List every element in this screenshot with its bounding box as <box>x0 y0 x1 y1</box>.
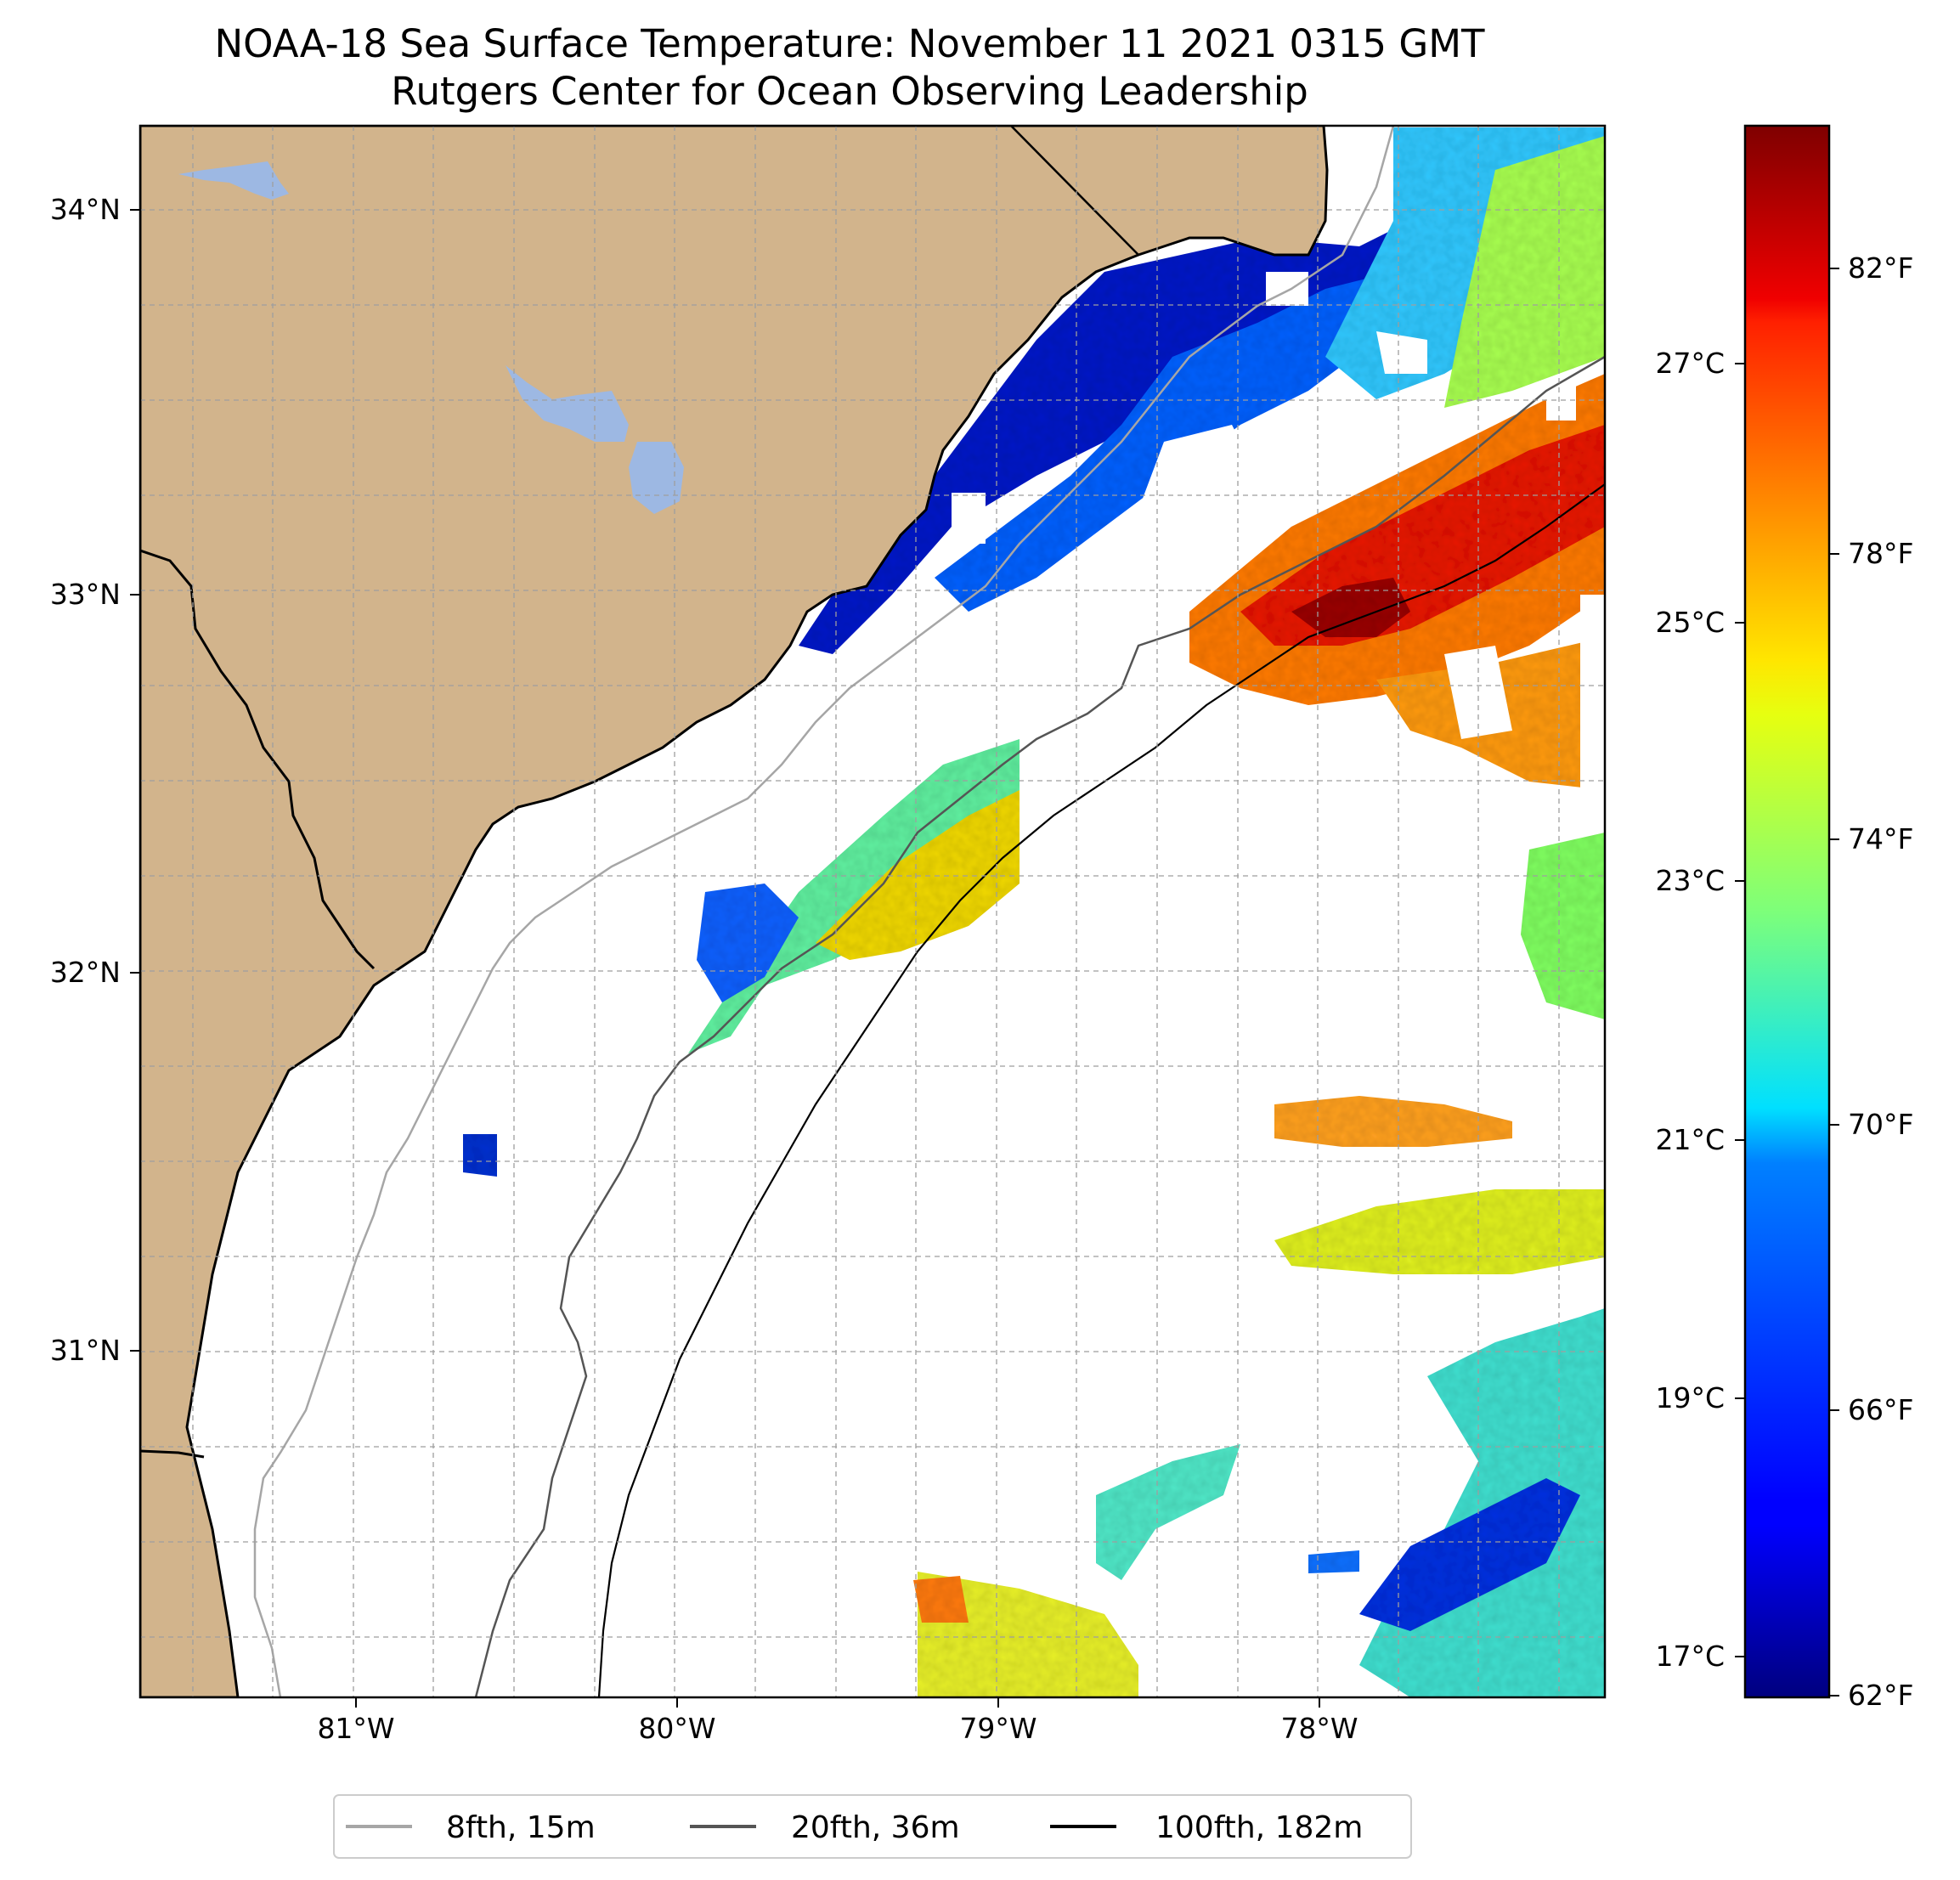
lon-tick-80w: 80°W <box>638 1712 715 1745</box>
isobath-36m <box>474 355 1605 1697</box>
colorbar-tick-f-82: 82°F <box>1848 251 1913 285</box>
colorbar-tick-c-25: 25°C <box>1655 606 1725 639</box>
colorbar-tick-c-23: 23°C <box>1655 864 1725 897</box>
colorbar: 82°F 78°F 74°F 70°F 66°F 62°F 27°C 25°C … <box>1655 124 1913 1712</box>
sst-patch-orange-strip <box>1274 1096 1512 1147</box>
land-mass <box>140 126 1329 1697</box>
lat-tick-34n: 34°N <box>50 193 121 226</box>
legend: 8fth, 15m 20fth, 36m 100fth, 182m <box>333 1794 1412 1859</box>
sst-patch-shelf-blue <box>697 884 799 1002</box>
isobath-182m <box>597 483 1605 1697</box>
river-south <box>140 1449 205 1459</box>
sst-patch-small-blue <box>463 1134 497 1177</box>
sst-patch-yellow-band <box>1274 1189 1605 1274</box>
sst-patch-south-orange <box>913 1576 969 1623</box>
colorbar-tick-c-19: 19°C <box>1655 1381 1725 1414</box>
sst-patch-east-green <box>1521 833 1605 1019</box>
lake-marion <box>178 161 289 200</box>
map-panel <box>140 126 1605 1697</box>
colorbar-tick-f-74: 74°F <box>1848 822 1913 855</box>
lat-ticks <box>130 209 140 1352</box>
legend-label-182m: 100fth, 182m <box>1155 1810 1363 1845</box>
sst-patch-south-cyan <box>1096 1444 1240 1580</box>
colorbar-tick-f-70: 70°F <box>1848 1108 1913 1141</box>
state-border-nc-sc <box>1010 126 1139 256</box>
colorbar-tick-c-27: 27°C <box>1655 347 1725 380</box>
lat-tick-31n: 31°N <box>50 1334 121 1367</box>
map-gridlines <box>140 126 1605 1697</box>
lon-tick-81w: 81°W <box>317 1712 394 1745</box>
sst-patch-gulfstream-core <box>1291 578 1410 637</box>
lat-tick-32n: 32°N <box>50 956 121 989</box>
lon-ticks <box>355 1697 1320 1708</box>
legend-label-15m: 8fth, 15m <box>446 1810 596 1845</box>
map-frame <box>138 124 1607 1699</box>
lake-moultrie-south <box>629 442 684 514</box>
colorbar-gradient <box>1743 124 1831 1699</box>
sst-patch-northeast-green <box>1444 136 1605 408</box>
sst-patch-south-yellow <box>918 1572 1138 1697</box>
lon-tick-79w: 79°W <box>959 1712 1036 1745</box>
colorbar-tick-f-62: 62°F <box>1848 1679 1913 1712</box>
colorbar-tick-c-21: 21°C <box>1655 1123 1725 1156</box>
legend-box <box>333 1794 1412 1859</box>
state-border-sc-ga <box>140 549 376 970</box>
isobath-15m <box>253 126 1395 1697</box>
sst-patch-southeast-blue <box>1359 1478 1580 1631</box>
chart-subtitle: Rutgers Center for Ocean Observing Leade… <box>391 69 1308 114</box>
colorbar-tick-c-17: 17°C <box>1655 1640 1725 1673</box>
lon-tick-78w: 78°W <box>1280 1712 1358 1745</box>
sst-patch-shelf-yellow <box>816 790 1020 960</box>
colorbar-tick-f-66: 66°F <box>1848 1393 1913 1426</box>
lat-tick-33n: 33°N <box>50 578 121 611</box>
lake-moultrie <box>506 365 629 442</box>
colorbar-tick-f-78: 78°F <box>1848 537 1913 570</box>
legend-label-36m: 20fth, 36m <box>791 1810 960 1845</box>
cloud-mask <box>952 272 1605 833</box>
chart-title: NOAA-18 Sea Surface Temperature: Novembe… <box>214 21 1485 66</box>
sst-patch-east-blue-small <box>1308 1550 1359 1573</box>
